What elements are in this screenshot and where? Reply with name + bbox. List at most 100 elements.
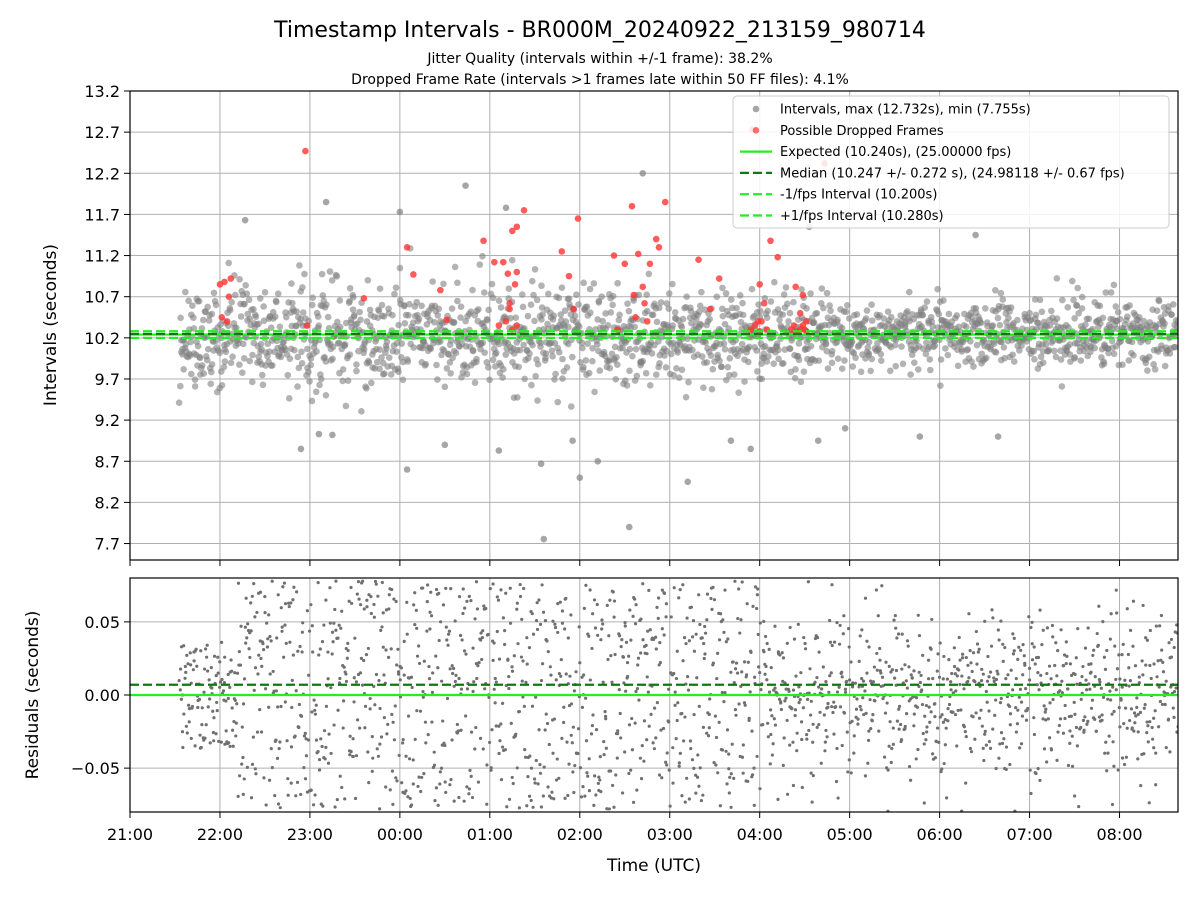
dropped-frame-point [403, 244, 411, 251]
residual-point [941, 720, 946, 724]
residual-point [543, 728, 547, 732]
residual-point [384, 648, 388, 652]
interval-point [315, 430, 323, 438]
residual-point [441, 603, 446, 607]
residual-point [236, 581, 241, 585]
interval-point [540, 535, 548, 543]
residual-point [1027, 666, 1032, 670]
residual-point [357, 597, 361, 601]
residual-point [1174, 686, 1178, 690]
residual-point [687, 639, 691, 643]
interval-point [552, 370, 559, 378]
residual-point [626, 674, 630, 679]
residual-point [935, 726, 940, 730]
interval-point [755, 301, 762, 308]
residual-point [664, 602, 669, 606]
residual-point [463, 606, 467, 610]
residual-point [454, 673, 458, 677]
residual-point [570, 741, 574, 745]
residual-point [921, 653, 925, 657]
residual-point [900, 667, 904, 671]
interval-point [175, 399, 183, 406]
interval-point [437, 338, 444, 345]
residual-point [1136, 730, 1140, 734]
residual-point [731, 660, 735, 664]
residual-point [1050, 623, 1055, 628]
interval-point [1130, 351, 1137, 359]
interval-point [392, 284, 400, 291]
interval-point [842, 308, 850, 316]
residual-point [192, 659, 196, 663]
residual-point [255, 730, 260, 734]
residual-point [623, 621, 627, 625]
residual-point [476, 780, 481, 784]
interval-point [1169, 301, 1177, 308]
residual-point [753, 675, 757, 679]
residual-point [595, 602, 599, 607]
residual-point [961, 652, 965, 656]
interval-point [800, 368, 808, 375]
residual-point [845, 730, 849, 734]
residual-point [1062, 664, 1066, 668]
residual-point [694, 773, 698, 777]
intervals-y-tick-label: 9.7 [95, 370, 120, 389]
residual-point [1042, 704, 1046, 708]
dropped-frame-point [639, 283, 647, 291]
interval-point [353, 367, 360, 375]
residual-point [194, 647, 198, 651]
residual-point [258, 708, 262, 712]
residual-point [807, 691, 811, 695]
residual-point [428, 610, 432, 614]
residual-point [535, 627, 540, 632]
interval-point [489, 356, 497, 364]
residual-point [781, 679, 785, 683]
interval-point [297, 445, 305, 453]
residual-point [791, 783, 796, 788]
residual-point [947, 702, 952, 707]
residual-point [1001, 659, 1005, 663]
residual-point [946, 719, 950, 723]
residual-point [686, 675, 690, 679]
residual-point [842, 711, 847, 715]
residual-point [203, 736, 207, 740]
residual-point [489, 768, 493, 772]
residual-point [722, 700, 726, 704]
residual-point [692, 649, 697, 653]
interval-point [241, 300, 248, 308]
interval-point [276, 323, 284, 331]
interval-point [758, 360, 765, 367]
residual-point [284, 641, 288, 645]
residual-point [488, 586, 492, 591]
residual-point [642, 719, 647, 723]
x-tick-label: 00:00 [377, 825, 423, 844]
residual-point [491, 582, 495, 586]
interval-point [761, 294, 769, 302]
residual-point [856, 717, 860, 721]
residual-point [228, 744, 232, 748]
interval-point [549, 353, 556, 360]
residual-point [1063, 716, 1067, 721]
interval-point [502, 204, 510, 212]
interval-point [364, 276, 372, 284]
residual-point [605, 807, 609, 811]
interval-point [954, 362, 962, 370]
residual-point [989, 644, 994, 648]
interval-point [646, 382, 654, 389]
interval-point [191, 383, 199, 390]
residual-point [328, 621, 332, 625]
residual-point [590, 723, 595, 728]
interval-point [324, 313, 332, 321]
interval-point [739, 311, 747, 319]
interval-point [555, 294, 563, 302]
residual-point [415, 709, 419, 713]
interval-point [476, 261, 484, 268]
residual-point [665, 763, 669, 767]
residual-point [537, 728, 541, 732]
residual-point [987, 709, 991, 713]
interval-point [221, 358, 229, 365]
residual-point [267, 778, 272, 782]
residual-point [338, 774, 342, 778]
residual-point [835, 746, 839, 751]
residual-point [430, 690, 435, 694]
interval-point [304, 345, 311, 353]
